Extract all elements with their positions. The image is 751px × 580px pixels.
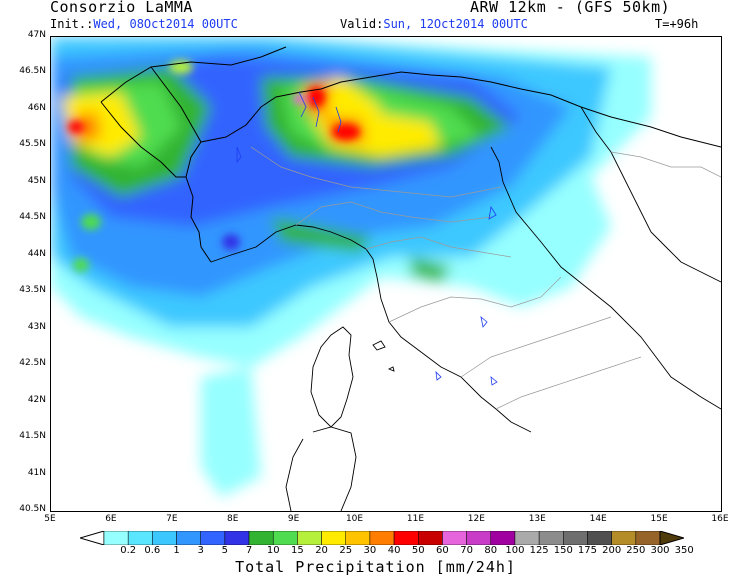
colorbar-label: 50 <box>411 545 425 556</box>
lead-time: T=+96h <box>655 17 699 31</box>
colorbar-swatch <box>176 530 201 546</box>
lat-label: 41.5N <box>19 431 46 442</box>
lakes <box>236 91 498 386</box>
colorbar-swatch <box>248 530 274 546</box>
lat-label: 44.5N <box>19 212 46 223</box>
lon-label: 13E <box>528 514 546 524</box>
colorbar-swatches <box>78 530 686 546</box>
colorbar-label: 3 <box>197 545 204 556</box>
colorbar-label: 7 <box>245 545 253 556</box>
lat-label: 42N <box>27 394 46 405</box>
precipitation-field <box>51 37 651 497</box>
colorbar <box>78 530 686 546</box>
lat-label: 46N <box>27 102 46 113</box>
lat-label: 42.5N <box>19 358 46 369</box>
lon-label: 5E <box>44 514 56 524</box>
colorbar-min-cap <box>78 530 105 546</box>
lon-label: 11E <box>406 514 425 524</box>
colorbar-label: 0.6 <box>144 545 161 556</box>
colorbar-swatch <box>103 530 129 546</box>
lon-label: 9E <box>287 514 300 524</box>
colorbar-swatch <box>490 530 516 546</box>
init-value: Wed, 08Oct2014 00UTC <box>93 17 238 31</box>
colorbar-title: Total Precipitation [mm/24h] <box>235 558 516 576</box>
lon-label: 6E <box>105 514 117 524</box>
lat-label: 43N <box>27 321 46 332</box>
colorbar-max-cap <box>659 530 686 546</box>
lat-label: 40.5N <box>19 504 46 514</box>
lat-label: 46.5N <box>19 66 46 77</box>
colorbar-label: 150 <box>553 545 573 556</box>
colorbar-label: 60 <box>436 545 449 556</box>
coastlines <box>210 106 721 511</box>
colorbar-swatch <box>200 530 226 546</box>
map-canvas <box>51 37 721 511</box>
colorbar-swatch <box>442 530 467 546</box>
colorbar-label: 350 <box>674 545 694 556</box>
colorbar-label: 10 <box>266 545 280 556</box>
lat-label: 41N <box>27 467 46 478</box>
valid-label: Valid: <box>340 17 384 31</box>
colorbar-swatch <box>635 530 661 546</box>
lon-label: 8E <box>227 514 239 524</box>
colorbar-label: 100 <box>505 545 525 556</box>
colorbar-swatch <box>393 530 419 546</box>
colorbar-swatch <box>345 530 371 546</box>
lat-label: 44N <box>27 248 46 259</box>
colorbar-label: 250 <box>626 545 646 556</box>
colorbar-label: 300 <box>650 545 670 556</box>
lon-label: 15E <box>650 514 668 524</box>
colorbar-label: 25 <box>339 545 353 556</box>
colorbar-swatch <box>272 530 298 546</box>
lat-label: 43.5N <box>19 285 46 296</box>
lat-label: 45.5N <box>19 139 46 150</box>
colorbar-label: 175 <box>577 545 598 556</box>
colorbar-swatch <box>127 530 153 546</box>
national-borders <box>100 46 721 263</box>
lon-label: 7E <box>166 514 178 524</box>
colorbar-label: 80 <box>484 545 498 556</box>
colorbar-label: 200 <box>602 545 622 556</box>
colorbar-swatch <box>418 530 443 546</box>
colorbar-swatch <box>321 530 346 546</box>
colorbar-swatch <box>369 530 395 546</box>
lon-label: 12E <box>467 514 485 524</box>
lat-label: 47N <box>27 30 46 40</box>
colorbar-label: 5 <box>221 545 229 556</box>
colorbar-label: 20 <box>315 545 328 556</box>
colorbar-label: 15 <box>291 545 304 556</box>
lat-label: 45N <box>27 175 46 186</box>
lon-label: 14E <box>589 514 607 524</box>
colorbar-swatch <box>466 530 492 546</box>
lon-label: 16E <box>711 514 729 524</box>
colorbar-swatch <box>224 530 250 546</box>
colorbar-swatch <box>611 530 637 546</box>
colorbar-swatch <box>587 530 612 546</box>
colorbar-label: 1 <box>173 545 180 556</box>
valid-value: Sun, 12Oct2014 00UTC <box>383 17 528 31</box>
colorbar-label: 30 <box>363 545 377 556</box>
colorbar-swatch <box>514 530 540 546</box>
colorbar-label: 0.2 <box>120 545 137 556</box>
organization-title: Consorzio LaMMA <box>50 0 193 16</box>
valid-time: Valid:Sun, 12Oct2014 00UTC <box>340 17 528 31</box>
init-time: Init.:Wed, 08Oct2014 00UTC <box>50 17 238 31</box>
colorbar-swatch <box>538 530 564 546</box>
model-title: ARW 12km - (GFS 50km) <box>470 0 671 16</box>
regional-borders <box>250 146 721 410</box>
colorbar-swatch <box>297 530 322 546</box>
init-label: Init.: <box>50 17 94 31</box>
colorbar-label: 125 <box>529 545 549 556</box>
colorbar-label: 70 <box>460 545 473 556</box>
lon-label: 10E <box>345 514 364 524</box>
colorbar-label: 40 <box>387 545 401 556</box>
colorbar-swatch <box>152 530 177 546</box>
precipitation-map <box>50 36 722 512</box>
colorbar-swatch <box>563 530 588 546</box>
